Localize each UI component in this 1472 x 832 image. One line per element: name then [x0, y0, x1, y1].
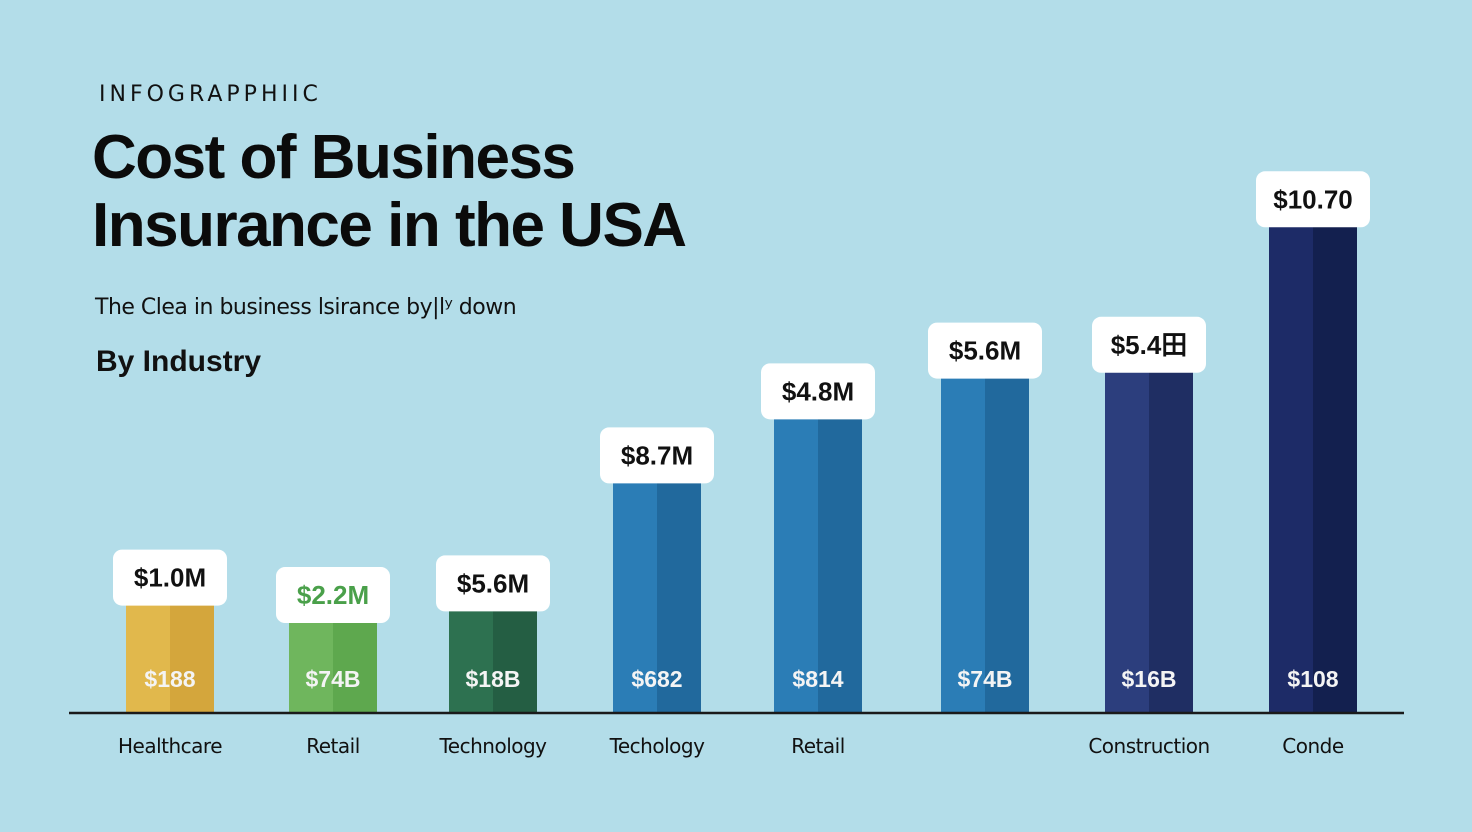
bar-inner-label: $108 — [1287, 666, 1338, 692]
bar-inner-label: $188 — [144, 666, 195, 692]
bar-inner-label: $74B — [958, 666, 1013, 692]
bar-shade — [170, 595, 214, 712]
value-label: $2.2M — [297, 580, 369, 610]
bar-shade — [493, 601, 537, 712]
value-label: $5.6M — [949, 336, 1021, 366]
x-tick-label: Technology — [438, 734, 547, 758]
bar-shade — [657, 473, 701, 712]
value-label-box — [113, 549, 227, 606]
x-tick-label: Retail — [306, 734, 360, 758]
bar-inner-label: $682 — [631, 666, 682, 692]
bar-inner-label: $814 — [792, 666, 843, 692]
bar-shade — [1149, 362, 1193, 712]
eyebrow-label: INFOGRAPPHIIC — [99, 82, 322, 107]
value-label: $5.6M — [457, 568, 529, 598]
value-label-box — [928, 322, 1042, 379]
bar-shade — [818, 409, 862, 712]
x-tick-label: Techology — [609, 734, 706, 758]
x-tick-label: Retail — [791, 734, 845, 758]
value-label: $8.7M — [621, 440, 693, 470]
page-title: Cost of Business Insurance in the USA — [92, 123, 687, 260]
value-label-box — [1256, 171, 1370, 228]
x-tick-label: Healthcare — [118, 734, 222, 758]
bar-shade — [333, 613, 377, 712]
value-label: $5.4田 — [1111, 330, 1188, 360]
x-tick-label: Conde — [1282, 734, 1344, 758]
bar-shade — [1313, 217, 1357, 713]
value-label: $4.8M — [782, 376, 854, 406]
section-label: By Industry — [96, 345, 262, 378]
subtitle: The Clea in business lsirance by|lʸ down — [95, 295, 517, 320]
value-label-box — [1092, 316, 1206, 373]
value-label: $1.0M — [134, 563, 206, 593]
value-label-box — [436, 555, 550, 612]
bar-inner-label: $74B — [306, 666, 361, 692]
x-tick-label: Construction — [1088, 734, 1209, 758]
value-label-box — [761, 363, 875, 420]
value-label: $10.70 — [1273, 184, 1353, 214]
bar-inner-label: $16B — [1122, 666, 1177, 692]
bar-shade — [985, 368, 1029, 712]
bar-inner-label: $18B — [466, 666, 521, 692]
value-label-box — [276, 567, 390, 624]
value-label-box — [600, 427, 714, 484]
